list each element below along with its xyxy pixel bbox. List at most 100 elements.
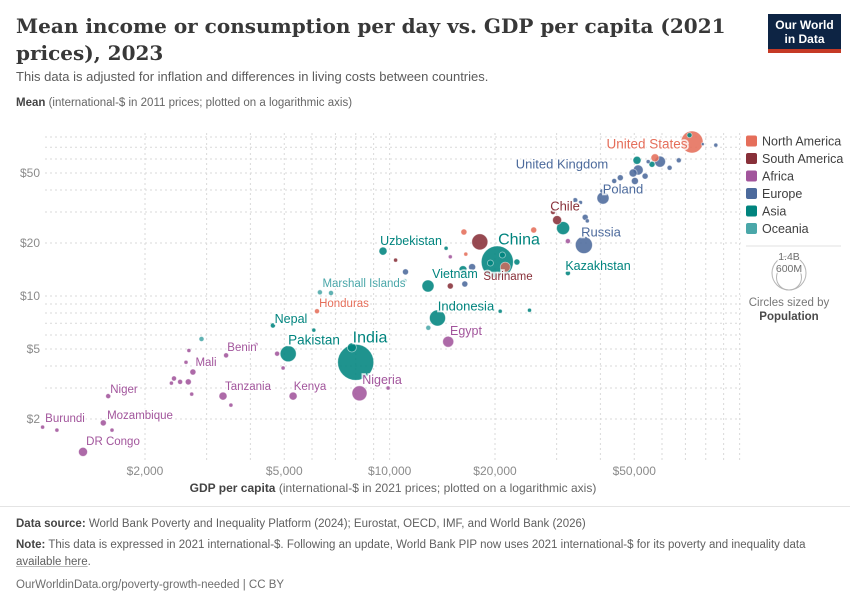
data-point[interactable]: [177, 378, 184, 385]
legend-swatch-south-america[interactable]: [746, 153, 757, 164]
data-point[interactable]: [645, 159, 651, 165]
country-label-honduras[interactable]: Honduras: [317, 296, 371, 312]
data-point[interactable]: [446, 282, 454, 290]
data-point-vietnam[interactable]: [458, 265, 468, 275]
data-point[interactable]: [189, 391, 195, 397]
data-point[interactable]: [675, 157, 682, 164]
data-point[interactable]: [632, 155, 642, 165]
data-point[interactable]: [183, 359, 189, 365]
data-point[interactable]: [54, 427, 60, 433]
data-point[interactable]: [223, 352, 230, 359]
data-point-chile[interactable]: [552, 215, 562, 226]
data-point-kazakhstan[interactable]: [565, 270, 571, 277]
data-point-united-states[interactable]: [680, 130, 704, 154]
country-label-kazakhstan[interactable]: Kazakhstan: [564, 257, 633, 275]
legend-swatch-north-america[interactable]: [746, 135, 757, 147]
country-label-mali[interactable]: Mali: [194, 355, 219, 371]
data-point[interactable]: [425, 324, 432, 331]
country-label-pakistan[interactable]: Pakistan: [286, 331, 341, 350]
data-point[interactable]: [393, 257, 399, 263]
data-point-russia[interactable]: [575, 236, 593, 254]
country-label-united-kingdom[interactable]: United Kingdom: [514, 155, 610, 174]
data-point-tanzania[interactable]: [218, 391, 228, 401]
data-point[interactable]: [498, 251, 506, 259]
country-label-tanzania[interactable]: Tanzania: [223, 379, 273, 395]
country-label-poland[interactable]: Poland: [601, 180, 645, 199]
data-point[interactable]: [109, 427, 115, 433]
country-label-uzbekistan[interactable]: Uzbekistan: [378, 232, 443, 250]
data-point[interactable]: [311, 327, 317, 333]
country-label-nigeria[interactable]: Nigeria: [360, 371, 403, 389]
country-label-indonesia[interactable]: Indonesia: [436, 297, 497, 316]
data-point[interactable]: [628, 168, 638, 178]
legend-label-africa[interactable]: Africa: [762, 170, 794, 184]
data-point[interactable]: [385, 385, 391, 391]
country-label-india[interactable]: India: [351, 328, 389, 349]
country-label-united-states[interactable]: United States: [605, 135, 690, 154]
data-point-indonesia[interactable]: [429, 309, 446, 327]
data-point[interactable]: [611, 178, 618, 184]
data-point-benin[interactable]: [253, 342, 259, 347]
data-point[interactable]: [402, 268, 409, 276]
data-point[interactable]: [700, 142, 705, 147]
data-point-marshall-islands[interactable]: [328, 290, 334, 296]
data-point[interactable]: [184, 378, 192, 386]
data-point[interactable]: [650, 153, 660, 163]
data-point-mali[interactable]: [189, 368, 197, 376]
data-point[interactable]: [648, 160, 656, 168]
data-point-nepal[interactable]: [269, 322, 276, 329]
data-point[interactable]: [447, 254, 453, 260]
data-point-pakistan[interactable]: [279, 345, 297, 363]
data-point-suriname[interactable]: [499, 261, 511, 273]
data-point[interactable]: [443, 245, 449, 251]
legend-label-north-america[interactable]: North America: [762, 135, 841, 149]
data-point[interactable]: [550, 209, 556, 215]
data-point[interactable]: [497, 308, 503, 314]
data-point-burundi[interactable]: [40, 424, 45, 430]
data-point[interactable]: [316, 289, 323, 296]
data-point[interactable]: [666, 164, 673, 171]
country-label-dr-congo[interactable]: DR Congo: [84, 434, 141, 450]
country-label-mozambique[interactable]: Mozambique: [105, 408, 174, 424]
data-point[interactable]: [578, 200, 583, 205]
data-point[interactable]: [565, 238, 571, 245]
data-point-honduras[interactable]: [314, 308, 320, 315]
data-point[interactable]: [572, 197, 579, 204]
data-point-egypt[interactable]: [442, 335, 455, 348]
legend-label-asia[interactable]: Asia: [762, 205, 786, 219]
data-point[interactable]: [421, 279, 435, 293]
data-point[interactable]: [460, 228, 468, 236]
legend-swatch-asia[interactable]: [746, 205, 757, 217]
data-point[interactable]: [274, 350, 281, 357]
data-point[interactable]: [713, 142, 719, 148]
country-label-russia[interactable]: Russia: [579, 223, 623, 242]
data-point[interactable]: [599, 188, 605, 194]
legend-swatch-europe[interactable]: [746, 188, 757, 199]
country-label-burundi[interactable]: Burundi: [43, 411, 86, 427]
data-point[interactable]: [168, 380, 174, 386]
data-point-niger[interactable]: [105, 393, 112, 400]
data-point[interactable]: [228, 402, 234, 408]
country-label-niger[interactable]: Niger: [109, 382, 140, 398]
data-point[interactable]: [513, 258, 521, 266]
data-point[interactable]: [461, 280, 469, 288]
data-point[interactable]: [471, 233, 489, 251]
data-point[interactable]: [556, 221, 570, 236]
data-point[interactable]: [616, 174, 624, 182]
data-point[interactable]: [530, 226, 538, 234]
data-point[interactable]: [486, 259, 494, 267]
data-point[interactable]: [641, 172, 649, 180]
data-point[interactable]: [527, 307, 532, 313]
data-point-kenya[interactable]: [288, 391, 298, 401]
country-label-suriname[interactable]: Suriname: [482, 269, 535, 285]
data-point[interactable]: [280, 365, 286, 371]
data-point[interactable]: [402, 278, 408, 284]
country-label-egypt[interactable]: Egypt: [448, 322, 484, 340]
country-label-benin[interactable]: Benin: [226, 340, 259, 356]
country-label-kenya[interactable]: Kenya: [292, 379, 329, 395]
data-point[interactable]: [186, 348, 192, 353]
available-here-link[interactable]: available here: [16, 556, 88, 568]
data-point[interactable]: [584, 218, 590, 224]
data-point[interactable]: [198, 336, 205, 342]
country-label-vietnam[interactable]: Vietnam: [430, 265, 479, 283]
